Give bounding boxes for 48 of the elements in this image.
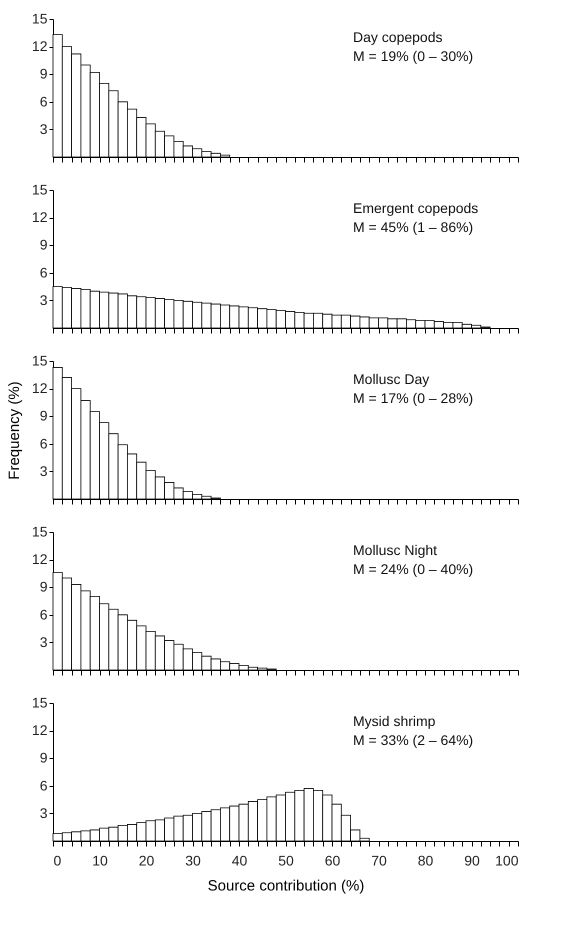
y-tick-label: 15 [32, 694, 48, 710]
x-tick-label: 50 [278, 852, 294, 868]
y-tick-label: 3 [40, 804, 48, 821]
annotation: M = 45% (1 – 86%) [353, 219, 474, 235]
y-tick-label: 15 [32, 10, 48, 26]
y-tick-label: 12 [32, 722, 48, 738]
x-tick-label: 10 [92, 852, 108, 868]
x-axis-title: Source contribution (%) [208, 878, 364, 894]
y-tick-label: 12 [32, 209, 48, 226]
x-tick-label: 30 [185, 852, 201, 868]
x-tick-label: 40 [232, 852, 248, 868]
y-tick-label: 15 [32, 352, 48, 368]
y-axis-title: Frequency (%) [6, 381, 23, 480]
annotation: Mollusc Night [353, 542, 438, 558]
x-tick-label: 90 [464, 852, 480, 868]
annotation: M = 19% (0 – 30%) [353, 48, 474, 64]
y-tick-label: 6 [40, 93, 48, 110]
y-tick-label: 6 [40, 777, 48, 794]
y-tick-label: 3 [40, 634, 48, 650]
x-tick-label: 20 [138, 852, 154, 868]
annotation: M = 17% (0 – 28%) [353, 390, 474, 406]
y-tick-label: 9 [40, 750, 48, 766]
x-tick-label: 100 [495, 852, 519, 868]
y-tick-label: 3 [40, 462, 48, 479]
x-tick-label: 70 [371, 852, 387, 868]
y-tick-label: 3 [40, 120, 48, 137]
y-tick-label: 12 [32, 380, 48, 396]
annotation: Mollusc Day [353, 371, 430, 387]
y-tick-label: 15 [32, 182, 48, 198]
y-tick-label: 12 [32, 38, 48, 54]
y-tick-label: 12 [32, 551, 48, 568]
y-tick-label: 6 [40, 606, 48, 622]
annotation: Emergent copepods [353, 200, 478, 216]
x-tick-label: 0 [54, 852, 62, 868]
y-tick-label: 3 [40, 292, 48, 308]
y-tick-label: 15 [32, 524, 48, 540]
y-tick-label: 6 [40, 435, 48, 452]
y-tick-label: 9 [40, 236, 48, 253]
x-tick-label: 60 [324, 852, 340, 868]
annotation: M = 33% (2 – 64%) [353, 732, 474, 748]
y-tick-label: 9 [40, 408, 48, 424]
annotation: Mysid shrimp [353, 713, 436, 729]
y-tick-label: 9 [40, 578, 48, 595]
y-tick-label: 9 [40, 66, 48, 82]
y-tick-label: 6 [40, 264, 48, 280]
x-tick-label: 80 [418, 852, 434, 868]
annotation: Day copepods [353, 29, 443, 45]
annotation: M = 24% (0 – 40%) [353, 561, 474, 577]
